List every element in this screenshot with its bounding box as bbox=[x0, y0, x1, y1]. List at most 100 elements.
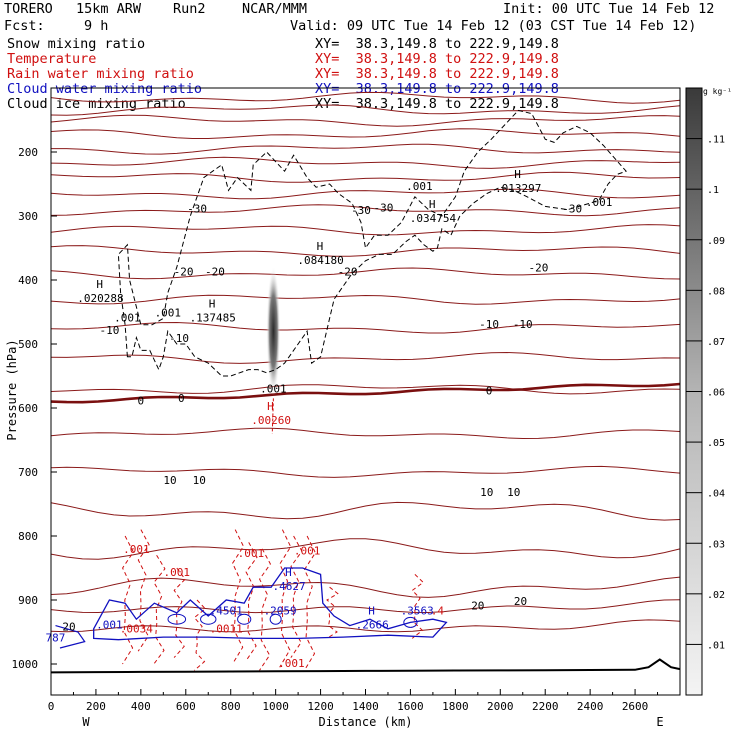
rain-contour bbox=[279, 529, 292, 668]
field-xy-rain: XY= 38.3,149.8 to 222.9,149.8 bbox=[315, 66, 559, 82]
y-tick-label: 200 bbox=[18, 146, 38, 159]
rain-contour bbox=[290, 535, 303, 658]
cloud-water-contour bbox=[403, 616, 418, 628]
x-tick-label: 2000 bbox=[487, 700, 514, 713]
run-name: Run2 bbox=[173, 1, 206, 17]
y-tick-label: 400 bbox=[18, 274, 38, 287]
colorbar-tick-label: .08 bbox=[707, 286, 725, 297]
plot-frame bbox=[50, 87, 681, 696]
colorbar-tick-label: .02 bbox=[707, 590, 725, 601]
isotherm-label: 0 bbox=[138, 395, 145, 408]
colorbar-tick-label: .06 bbox=[707, 388, 725, 399]
extremum-value: .001 bbox=[238, 547, 265, 560]
x-tick-label: 1200 bbox=[307, 700, 334, 713]
x-tick-label: 600 bbox=[176, 700, 196, 713]
extremum-mark: H bbox=[267, 400, 274, 413]
x-tick-label: 2200 bbox=[532, 700, 559, 713]
extremum-mark: H bbox=[514, 168, 521, 181]
x-tick-label: 400 bbox=[131, 700, 151, 713]
rain-contour bbox=[259, 548, 271, 671]
field-label-cloud-water: Cloud water mixing ratio bbox=[7, 81, 203, 97]
extremum-mark: H bbox=[317, 240, 324, 253]
rain-contour bbox=[173, 567, 186, 658]
freezing-level-line bbox=[50, 382, 681, 404]
x-axis-west-label: W bbox=[82, 715, 90, 729]
colorbar-tick-label: .05 bbox=[707, 438, 725, 449]
valid-time: Valid: 09 UTC Tue 14 Feb 12 (03 CST Tue … bbox=[290, 18, 697, 34]
isotherm-line bbox=[50, 351, 681, 364]
cloud-water-contour bbox=[55, 625, 86, 649]
field-xy-temperature: XY= 38.3,149.8 to 222.9,149.8 bbox=[315, 51, 559, 67]
isotherm-line bbox=[50, 576, 681, 598]
colorbar-tick-label: .04 bbox=[707, 489, 725, 500]
isotherm-line bbox=[51, 143, 681, 155]
isotherm-line bbox=[50, 501, 681, 521]
isotherm-line bbox=[50, 619, 681, 633]
isotherm-label: -10 bbox=[479, 318, 499, 331]
x-tick-label: 2400 bbox=[577, 700, 604, 713]
y-tick-label: 600 bbox=[18, 402, 38, 415]
x-tick-label: 1600 bbox=[397, 700, 424, 713]
isotherm-line bbox=[50, 91, 681, 104]
rain-contour bbox=[411, 574, 424, 639]
isotherm-line bbox=[50, 156, 681, 169]
colorbar-unit: g kg⁻¹ bbox=[703, 87, 732, 96]
x-tick-label: 0 bbox=[48, 700, 55, 713]
rain-contour bbox=[153, 554, 166, 665]
isotherm-label: -20 bbox=[174, 265, 194, 278]
y-tick-label: 700 bbox=[18, 466, 38, 479]
y-tick-label: 1000 bbox=[12, 658, 39, 671]
isotherm-line bbox=[50, 204, 681, 217]
isotherm-line bbox=[50, 114, 681, 127]
isotherm-label: -20 bbox=[205, 265, 225, 278]
colorbar-tick-label: .03 bbox=[707, 539, 725, 550]
rain-contour bbox=[122, 535, 134, 665]
cloud-water-contour bbox=[200, 613, 217, 625]
isotherm-label: -20 bbox=[529, 261, 549, 274]
extremum-value: .4501 bbox=[210, 605, 243, 618]
x-tick-label: 1400 bbox=[352, 700, 379, 713]
extremum-value: .001 bbox=[294, 544, 321, 557]
isotherm-line bbox=[50, 465, 681, 478]
colorbar-tick-label: .11 bbox=[707, 135, 725, 146]
rain-contour bbox=[303, 535, 316, 671]
isotherm-line bbox=[50, 321, 681, 334]
init-time: Init: 00 UTC Tue 14 Feb 12 bbox=[503, 1, 715, 17]
y-tick-label: 900 bbox=[18, 594, 38, 607]
isotherm-label: 20 bbox=[514, 595, 527, 608]
extremum-value: .001 bbox=[155, 306, 182, 319]
isotherm-label: 0 bbox=[486, 384, 493, 397]
extremum-value: .020288 bbox=[77, 292, 123, 305]
field-label-snow: Snow mixing ratio bbox=[7, 36, 146, 52]
forecast-hours: 9 h bbox=[84, 18, 109, 34]
extremum-mark: H bbox=[209, 297, 216, 310]
extremum-value: .013297 bbox=[495, 182, 541, 195]
isotherm-label: -10 bbox=[169, 332, 189, 345]
center-name: NCAR/MMM bbox=[242, 1, 308, 17]
colorbar-tick-label: .1 bbox=[707, 185, 719, 196]
colorbar-tick-label: .01 bbox=[707, 640, 725, 651]
model-resolution: 15km ARW bbox=[76, 1, 142, 17]
isotherm-label: 10 bbox=[163, 474, 176, 487]
y-tick-label: 500 bbox=[18, 338, 38, 351]
isotherm-line bbox=[50, 538, 681, 560]
extremum-mark: H bbox=[96, 278, 103, 291]
rain-contour bbox=[137, 529, 150, 652]
isotherm-label: -10 bbox=[99, 324, 119, 337]
rain-contour bbox=[271, 398, 274, 434]
x-tick-label: 1000 bbox=[262, 700, 289, 713]
field-label-temperature: Temperature bbox=[7, 51, 97, 67]
x-axis-east-label: E bbox=[656, 715, 663, 729]
extremum-value: .001 bbox=[164, 566, 191, 579]
extremum-mark: H bbox=[429, 198, 436, 211]
isotherm-line bbox=[50, 267, 681, 280]
terrain-line bbox=[50, 658, 681, 674]
y-tick-label: 300 bbox=[18, 210, 38, 223]
isotherm-label: -30 bbox=[374, 201, 394, 214]
x-axis-title: Distance (km) bbox=[319, 715, 413, 729]
extremum-value: .137485 bbox=[190, 311, 236, 324]
isotherm-label: -30 bbox=[187, 203, 207, 216]
extremum-value: .001 bbox=[278, 657, 305, 670]
isotherm-label: 10 bbox=[193, 474, 206, 487]
